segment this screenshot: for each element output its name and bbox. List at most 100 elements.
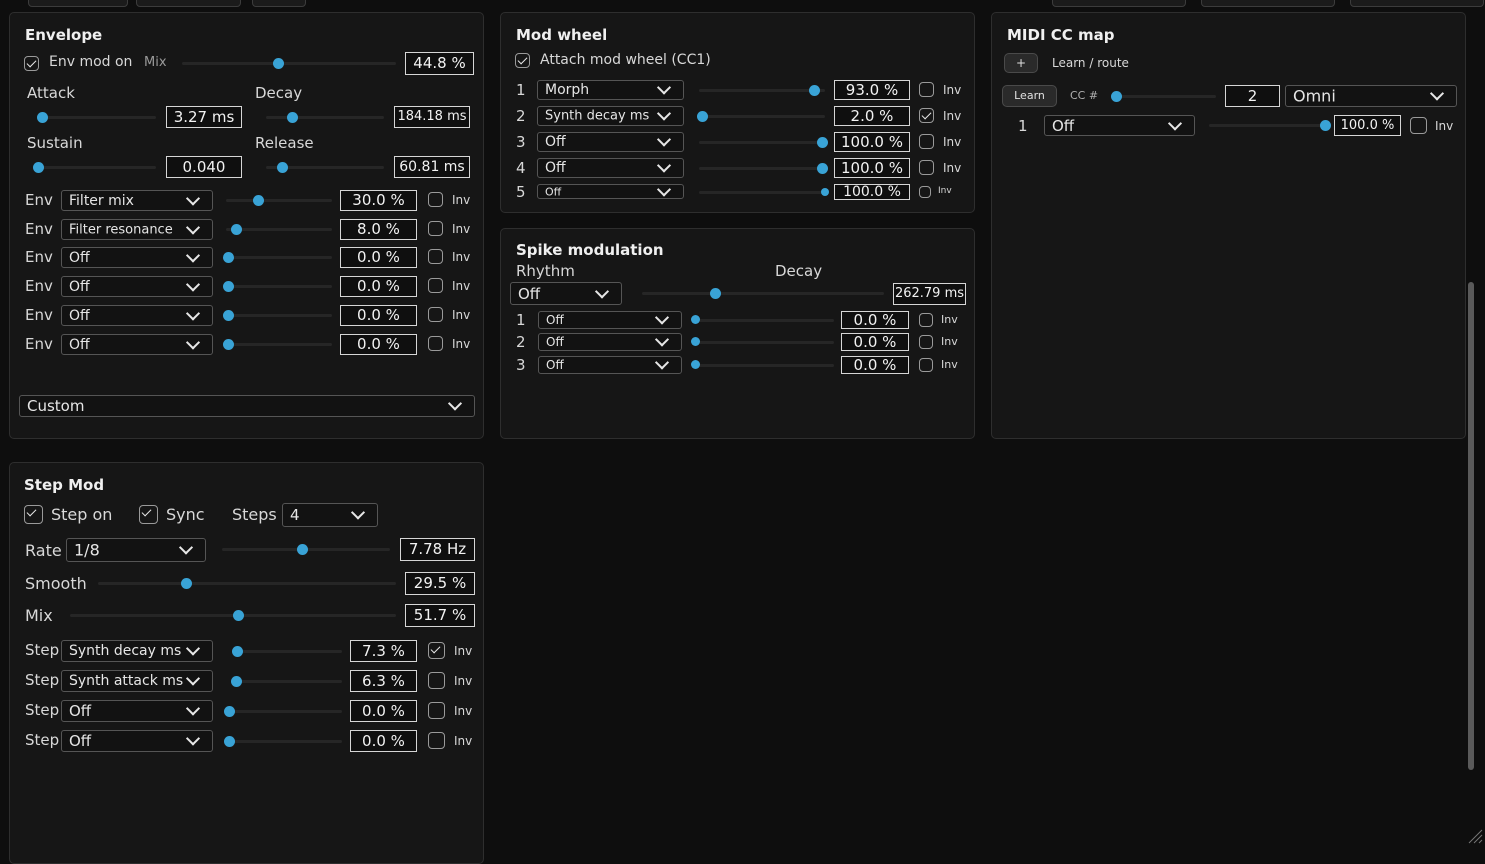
step-target-dropdown[interactable]: Synth attack ms: [61, 670, 213, 692]
smooth-value[interactable]: 29.5 %: [405, 572, 475, 595]
step-amount-value[interactable]: 6.3 %: [350, 670, 417, 692]
env-mod-checkbox[interactable]: [24, 56, 39, 71]
step-amount-value[interactable]: 7.3 %: [350, 640, 417, 662]
modwheel-inv-checkbox[interactable]: [919, 134, 934, 149]
step-inv-checkbox[interactable]: [428, 642, 445, 659]
sustain-thumb[interactable]: [33, 162, 44, 173]
top-tab-button[interactable]: [136, 0, 241, 7]
midi-target-dropdown[interactable]: Off: [1044, 115, 1195, 136]
env-amount-thumb[interactable]: [231, 224, 242, 235]
envelope-preset-dropdown[interactable]: Custom: [19, 395, 475, 417]
env-amount-value[interactable]: 0.0 %: [340, 334, 417, 355]
env-mix-slider[interactable]: [182, 62, 396, 65]
modwheel-target-dropdown[interactable]: Morph: [537, 80, 684, 100]
modwheel-amount-value[interactable]: 100.0 %: [834, 132, 910, 152]
env-inv-checkbox[interactable]: [428, 336, 443, 351]
step-amount-thumb[interactable]: [224, 706, 235, 717]
env-amount-thumb[interactable]: [223, 339, 234, 350]
modwheel-amount-value[interactable]: 2.0 %: [834, 106, 910, 126]
step-amount-value[interactable]: 0.0 %: [350, 730, 417, 752]
attack-slider[interactable]: [38, 116, 156, 119]
step-inv-checkbox[interactable]: [428, 672, 445, 689]
env-mix-thumb[interactable]: [273, 58, 284, 69]
env-amount-thumb[interactable]: [223, 281, 234, 292]
modwheel-target-dropdown[interactable]: Synth decay ms: [537, 106, 684, 126]
env-inv-checkbox[interactable]: [428, 192, 443, 207]
step-amount-slider[interactable]: [232, 740, 342, 743]
step-amount-slider[interactable]: [232, 650, 342, 653]
env-mix-value[interactable]: 44.8 %: [405, 52, 474, 75]
step-inv-checkbox[interactable]: [428, 702, 445, 719]
step-mix-thumb[interactable]: [233, 610, 244, 621]
midi-amount-value[interactable]: 100.0 %: [1334, 115, 1401, 136]
env-inv-checkbox[interactable]: [428, 221, 443, 236]
spike-amount-slider[interactable]: [695, 364, 834, 367]
decay-slider[interactable]: [266, 116, 384, 119]
decay-thumb[interactable]: [287, 112, 298, 123]
env-amount-thumb[interactable]: [223, 310, 234, 321]
spike-inv-checkbox[interactable]: [919, 335, 933, 349]
env-amount-slider[interactable]: [226, 228, 332, 231]
modwheel-amount-slider[interactable]: [699, 191, 825, 194]
modwheel-inv-checkbox[interactable]: [919, 186, 931, 198]
spike-amount-value[interactable]: 0.0 %: [841, 311, 909, 329]
env-target-dropdown[interactable]: Off: [61, 305, 213, 326]
attack-value[interactable]: 3.27 ms: [166, 106, 242, 128]
sync-checkbox[interactable]: [139, 505, 158, 524]
learn-button[interactable]: Learn: [1002, 85, 1057, 107]
cc-number-slider[interactable]: [1112, 95, 1216, 98]
env-target-dropdown[interactable]: Off: [61, 334, 213, 355]
env-inv-checkbox[interactable]: [428, 278, 443, 293]
env-amount-slider[interactable]: [226, 256, 332, 259]
env-amount-value[interactable]: 30.0 %: [340, 190, 417, 211]
env-target-dropdown[interactable]: Filter mix: [61, 190, 213, 211]
modwheel-amount-value[interactable]: 100.0 %: [834, 158, 910, 178]
env-amount-value[interactable]: 0.0 %: [340, 305, 417, 326]
env-amount-value[interactable]: 0.0 %: [340, 276, 417, 297]
env-amount-slider[interactable]: [226, 314, 332, 317]
top-tab-button[interactable]: [1052, 0, 1186, 7]
env-inv-checkbox[interactable]: [428, 249, 443, 264]
midi-inv-checkbox[interactable]: [1410, 117, 1427, 134]
spike-target-dropdown[interactable]: Off: [538, 333, 682, 351]
modwheel-target-dropdown[interactable]: Off: [537, 184, 684, 199]
modwheel-inv-checkbox[interactable]: [919, 108, 934, 123]
modwheel-amount-thumb[interactable]: [817, 163, 828, 174]
step-mix-value[interactable]: 51.7 %: [405, 604, 475, 627]
spike-amount-value[interactable]: 0.0 %: [841, 333, 909, 351]
smooth-thumb[interactable]: [181, 578, 192, 589]
spike-amount-value[interactable]: 0.0 %: [841, 356, 909, 374]
step-on-checkbox[interactable]: [24, 505, 43, 524]
cc-number-thumb[interactable]: [1111, 91, 1122, 102]
spike-decay-value[interactable]: 262.79 ms: [893, 283, 966, 305]
rate-thumb[interactable]: [297, 544, 308, 555]
rate-dropdown[interactable]: 1/8: [66, 538, 206, 562]
env-amount-slider[interactable]: [226, 285, 332, 288]
step-amount-value[interactable]: 0.0 %: [350, 700, 417, 722]
modwheel-inv-checkbox[interactable]: [919, 82, 934, 97]
top-tab-button[interactable]: [252, 0, 306, 7]
step-amount-slider[interactable]: [232, 680, 342, 683]
step-target-dropdown[interactable]: Synth decay ms: [61, 640, 213, 662]
spike-inv-checkbox[interactable]: [919, 313, 933, 327]
spike-amount-thumb[interactable]: [691, 315, 700, 324]
step-amount-slider[interactable]: [232, 710, 342, 713]
env-amount-value[interactable]: 0.0 %: [340, 247, 417, 268]
modwheel-amount-thumb[interactable]: [809, 85, 820, 96]
step-target-dropdown[interactable]: Off: [61, 700, 213, 722]
top-tab-button[interactable]: [1350, 0, 1484, 7]
env-inv-checkbox[interactable]: [428, 307, 443, 322]
env-target-dropdown[interactable]: Off: [61, 276, 213, 297]
spike-amount-thumb[interactable]: [691, 337, 700, 346]
vertical-scrollbar-thumb[interactable]: [1468, 282, 1474, 770]
env-target-dropdown[interactable]: Filter resonance: [61, 219, 213, 240]
release-slider[interactable]: [266, 166, 384, 169]
env-amount-value[interactable]: 8.0 %: [340, 219, 417, 240]
modwheel-amount-value[interactable]: 100.0 %: [834, 184, 910, 200]
cc-number-value[interactable]: 2: [1225, 85, 1280, 107]
sustain-value[interactable]: 0.040: [166, 156, 242, 178]
midi-channel-dropdown[interactable]: Omni: [1285, 85, 1457, 107]
spike-decay-slider[interactable]: [642, 292, 884, 295]
spike-amount-slider[interactable]: [695, 341, 834, 344]
top-tab-button[interactable]: [28, 0, 128, 7]
